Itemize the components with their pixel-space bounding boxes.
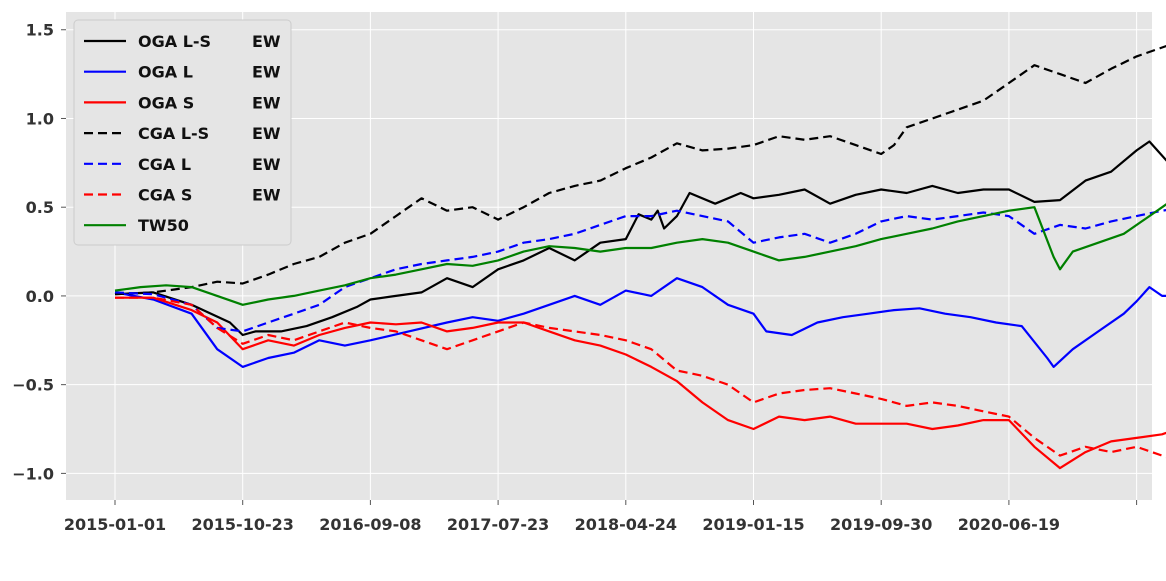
legend-suffix: EW: [252, 155, 281, 174]
legend-label: CGA L: [138, 155, 191, 174]
legend-label: CGA L-S: [138, 124, 209, 143]
legend-label: OGA S: [138, 93, 194, 112]
series-line-cga-s: [115, 296, 1166, 459]
series-line-oga-l: [114, 277, 1166, 368]
y-tick-label: 0.5: [26, 198, 54, 217]
y-tick-label: 0.0: [26, 287, 54, 306]
series-line-oga-l-s: [114, 140, 1166, 337]
x-tick-label: 2015-01-01: [64, 515, 166, 534]
y-tick-label: 1.0: [26, 109, 54, 128]
legend-label: OGA L-S: [138, 32, 211, 51]
series-layer: [114, 44, 1166, 470]
y-tick-label: −0.5: [12, 376, 54, 395]
legend-suffix: EW: [252, 93, 281, 112]
y-tick-label: −1.0: [12, 464, 54, 483]
x-tick-label: 2016-09-08: [319, 515, 421, 534]
legend-label: OGA L: [138, 63, 193, 82]
x-tick-label: 2020-06-19: [958, 515, 1060, 534]
x-tick-label: 2018-04-24: [575, 515, 677, 534]
series-line-tw50: [114, 203, 1166, 306]
legend-label: TW50: [138, 216, 189, 235]
y-axis-ticks: 1.5 1.0 0.5 0.0 −0.5 −1.0: [12, 21, 66, 483]
x-tick-label: 2015-10-23: [192, 515, 294, 534]
legend-suffix: EW: [252, 186, 281, 205]
series-line-cga-l: [114, 209, 1166, 333]
series-line-cga-l-s: [114, 44, 1166, 296]
x-tick-label: 2019-09-30: [830, 515, 932, 534]
legend-suffix: EW: [252, 63, 281, 82]
x-tick-label: 2017-07-23: [447, 515, 549, 534]
series-line-oga-s: [115, 296, 1166, 470]
x-tick-label: 2019-01-15: [702, 515, 804, 534]
y-tick-label: 1.5: [26, 21, 54, 40]
legend-box: [73, 19, 292, 246]
legend-suffix: EW: [252, 32, 281, 51]
legend-label: CGA S: [138, 186, 192, 205]
x-axis-ticks: 2015-01-01 2015-10-23 2016-09-08 2017-07-23…: [64, 500, 1138, 534]
legend-suffix: EW: [252, 124, 281, 143]
legend: OGA L-S EW OGA L EW OGA S EW CGA L-S EW CGA L EW C…: [73, 19, 292, 246]
